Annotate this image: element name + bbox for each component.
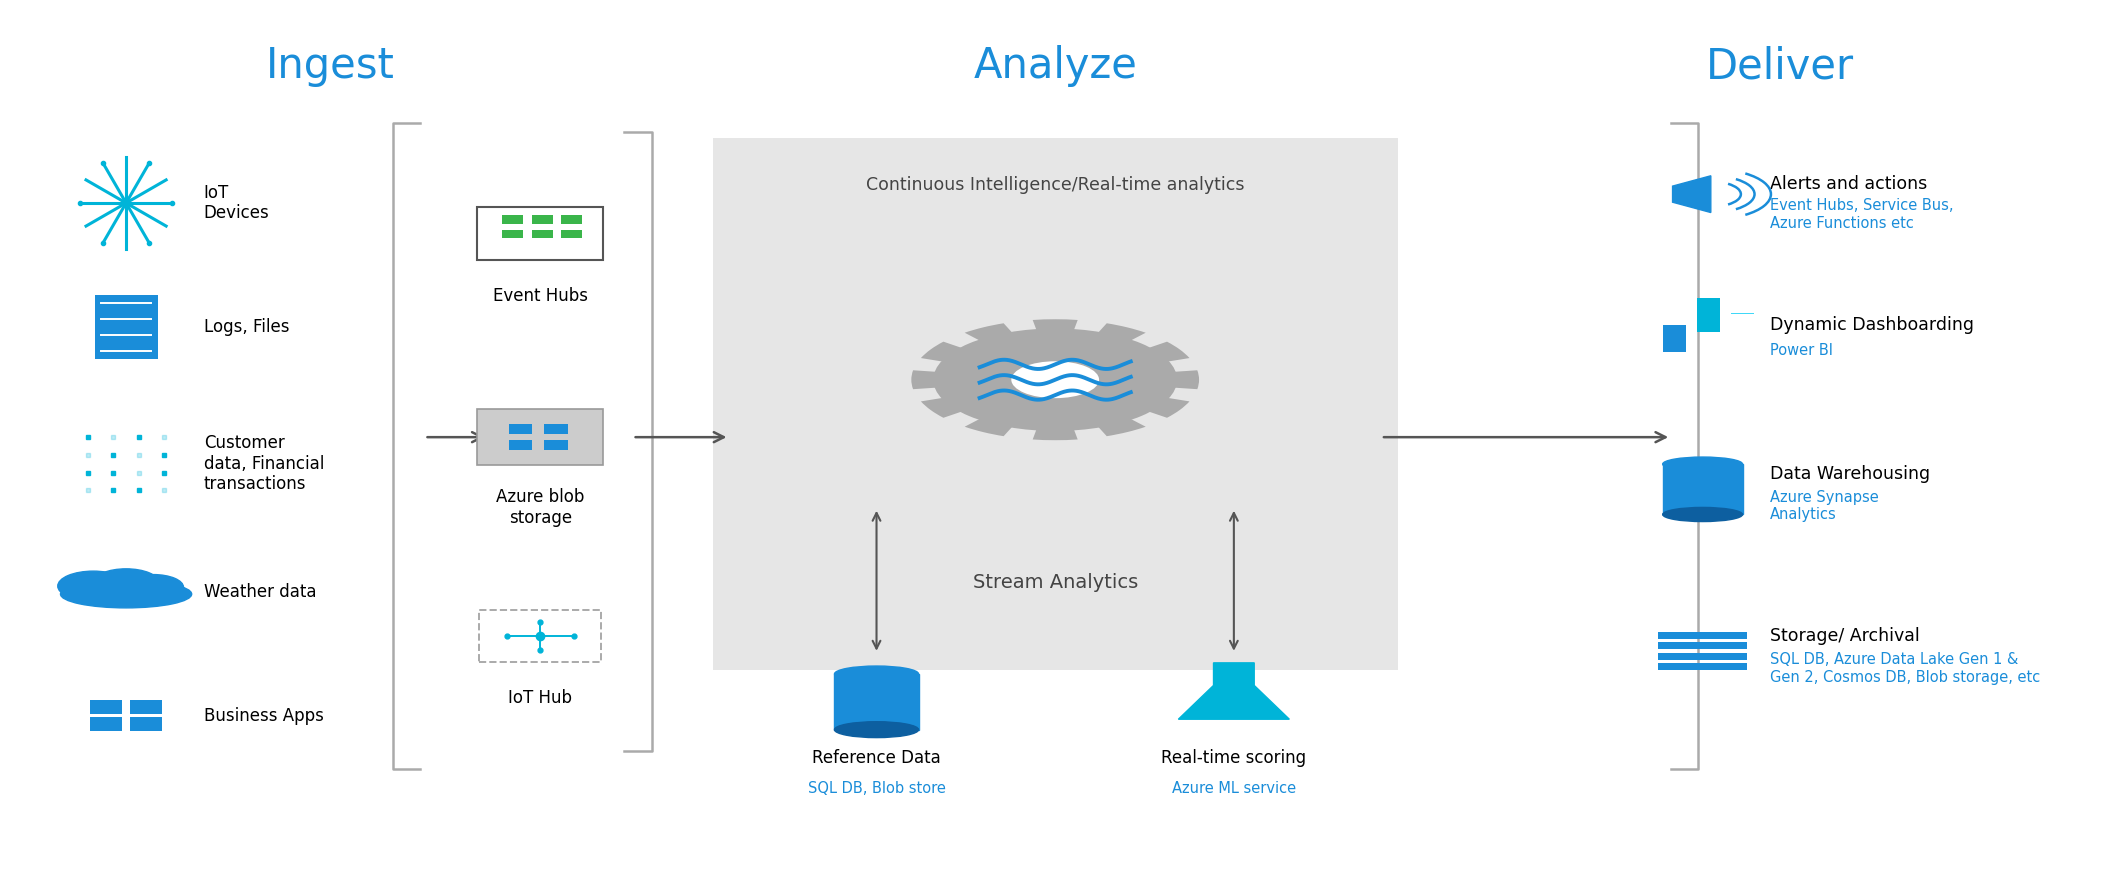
Text: Event Hubs, Service Bus,
Azure Functions etc: Event Hubs, Service Bus, Azure Functions…: [1771, 198, 1953, 231]
Wedge shape: [964, 323, 1012, 341]
Text: Real-time scoring: Real-time scoring: [1161, 749, 1307, 767]
Wedge shape: [1173, 370, 1199, 389]
FancyBboxPatch shape: [1697, 298, 1720, 332]
Wedge shape: [1097, 418, 1146, 436]
Polygon shape: [1663, 464, 1743, 515]
Text: Power BI: Power BI: [1771, 343, 1832, 358]
FancyBboxPatch shape: [532, 229, 553, 238]
FancyBboxPatch shape: [502, 215, 523, 224]
Wedge shape: [1148, 342, 1190, 362]
Wedge shape: [1034, 319, 1078, 330]
Text: Azure ML service: Azure ML service: [1171, 781, 1296, 797]
Text: Continuous Intelligence/Real-time analytics: Continuous Intelligence/Real-time analyt…: [866, 177, 1245, 194]
Text: Reference Data: Reference Data: [811, 749, 940, 767]
FancyBboxPatch shape: [544, 440, 568, 450]
Text: Business Apps: Business Apps: [203, 706, 324, 724]
FancyBboxPatch shape: [95, 295, 157, 359]
Text: Azure blob
storage: Azure blob storage: [496, 489, 585, 527]
Text: Customer
data, Financial
transactions: Customer data, Financial transactions: [203, 434, 324, 493]
FancyBboxPatch shape: [1658, 664, 1747, 671]
Wedge shape: [921, 398, 962, 417]
Wedge shape: [1148, 398, 1190, 417]
Ellipse shape: [61, 581, 191, 607]
Text: Data Warehousing: Data Warehousing: [1771, 466, 1929, 483]
FancyBboxPatch shape: [712, 138, 1398, 670]
FancyBboxPatch shape: [91, 700, 123, 714]
FancyBboxPatch shape: [1663, 325, 1686, 352]
Text: Dynamic Dashboarding: Dynamic Dashboarding: [1771, 316, 1974, 334]
Text: Ingest: Ingest: [265, 45, 394, 87]
Wedge shape: [1034, 429, 1078, 441]
FancyBboxPatch shape: [131, 700, 161, 714]
Polygon shape: [1673, 176, 1711, 212]
Text: Azure Synapse
Analytics: Azure Synapse Analytics: [1771, 490, 1879, 523]
FancyBboxPatch shape: [477, 409, 604, 465]
Text: Storage/ Archival: Storage/ Archival: [1771, 627, 1919, 645]
Wedge shape: [911, 370, 936, 389]
Text: SQL DB, Azure Data Lake Gen 1 &
Gen 2, Cosmos DB, Blob storage, etc: SQL DB, Azure Data Lake Gen 1 & Gen 2, C…: [1771, 652, 2040, 685]
Text: IoT Hub: IoT Hub: [508, 689, 572, 706]
Polygon shape: [1178, 663, 1290, 719]
Ellipse shape: [1663, 508, 1743, 522]
Ellipse shape: [834, 722, 919, 738]
FancyBboxPatch shape: [1730, 313, 1754, 314]
FancyBboxPatch shape: [1658, 632, 1747, 639]
Text: Logs, Files: Logs, Files: [203, 318, 290, 335]
Circle shape: [57, 571, 129, 601]
FancyBboxPatch shape: [561, 215, 582, 224]
Text: Analyze: Analyze: [974, 45, 1137, 87]
FancyBboxPatch shape: [91, 717, 123, 731]
FancyBboxPatch shape: [508, 424, 532, 434]
Text: SQL DB, Blob store: SQL DB, Blob store: [807, 781, 945, 797]
Wedge shape: [921, 342, 962, 362]
Circle shape: [123, 574, 184, 599]
FancyBboxPatch shape: [1658, 642, 1747, 649]
Text: IoT
Devices: IoT Devices: [203, 184, 269, 222]
FancyBboxPatch shape: [544, 424, 568, 434]
Polygon shape: [834, 674, 919, 730]
Circle shape: [1010, 361, 1099, 398]
Wedge shape: [1097, 323, 1146, 341]
FancyBboxPatch shape: [131, 717, 161, 731]
Ellipse shape: [1663, 457, 1743, 471]
Circle shape: [93, 569, 159, 597]
FancyBboxPatch shape: [532, 215, 553, 224]
Ellipse shape: [834, 666, 919, 682]
Circle shape: [934, 328, 1178, 431]
Text: Event Hubs: Event Hubs: [493, 286, 587, 305]
FancyBboxPatch shape: [1658, 653, 1747, 660]
Text: Stream Analytics: Stream Analytics: [972, 574, 1137, 592]
FancyBboxPatch shape: [561, 229, 582, 238]
Wedge shape: [964, 418, 1012, 436]
FancyBboxPatch shape: [502, 229, 523, 238]
Text: Deliver: Deliver: [1707, 45, 1855, 87]
FancyBboxPatch shape: [508, 440, 532, 450]
Text: Weather data: Weather data: [203, 582, 316, 601]
Text: Alerts and actions: Alerts and actions: [1771, 175, 1927, 193]
